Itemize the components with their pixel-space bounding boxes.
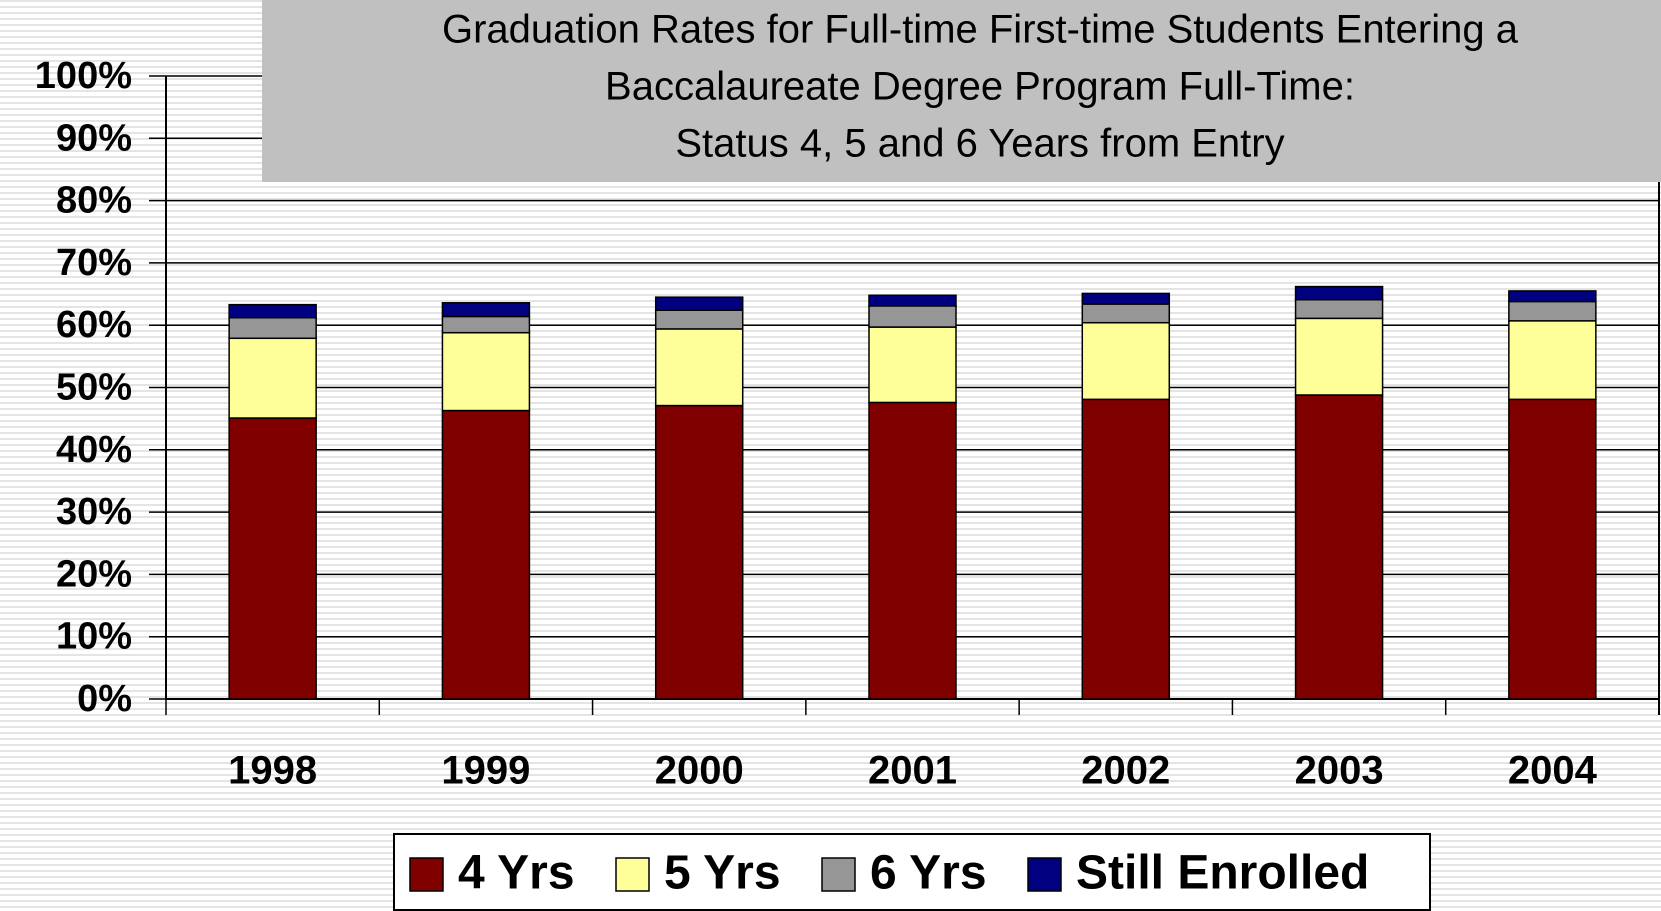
legend-swatch bbox=[615, 857, 650, 892]
y-tick-label: 30% bbox=[56, 491, 132, 533]
bar-segment bbox=[1294, 298, 1384, 320]
y-tick-label: 80% bbox=[56, 180, 132, 222]
bar-segment bbox=[1081, 292, 1171, 305]
legend-label: Still Enrolled bbox=[1076, 847, 1369, 900]
bar-segment bbox=[228, 303, 317, 319]
bar-segment bbox=[441, 331, 531, 412]
legend-swatch bbox=[821, 857, 856, 892]
bar-segment bbox=[228, 316, 317, 340]
bar-segment bbox=[1081, 321, 1171, 401]
y-tick-label: 40% bbox=[56, 429, 132, 471]
x-tick-label: 1999 bbox=[441, 749, 530, 793]
y-tick-label: 50% bbox=[56, 367, 132, 409]
bar-segment bbox=[1294, 394, 1384, 700]
chart-title: Status 4, 5 and 6 Years from Entry bbox=[675, 122, 1284, 166]
legend-label: 6 Yrs bbox=[870, 847, 987, 900]
y-tick-label: 100% bbox=[35, 55, 132, 97]
x-tick-label: 2004 bbox=[1508, 749, 1598, 793]
bar-segment bbox=[1081, 303, 1171, 324]
x-tick-label: 2001 bbox=[868, 749, 957, 793]
legend-swatch bbox=[409, 857, 444, 892]
bar-segment bbox=[654, 309, 744, 330]
legend-items: 4 Yrs 5 Yrs 6 Yrs Still Enrolled bbox=[409, 847, 1369, 900]
legend-label: 4 Yrs bbox=[458, 847, 575, 900]
bar-segment bbox=[441, 409, 531, 700]
bar-segment bbox=[1508, 300, 1597, 322]
bar-segment bbox=[441, 302, 531, 318]
bar-segment bbox=[1294, 317, 1384, 396]
y-tick-label: 10% bbox=[56, 616, 132, 658]
plot-area: 0% 10% 20% 30% 40% 50% 60% 70% 80% 90% 100% 1998 199… bbox=[35, 55, 1660, 793]
y-tick-label: 70% bbox=[56, 242, 132, 284]
bar-segment bbox=[1508, 320, 1597, 401]
legend-swatch bbox=[1027, 857, 1062, 892]
bar-segment bbox=[228, 337, 317, 419]
bar-segment bbox=[1508, 398, 1597, 700]
bar-segment bbox=[868, 305, 957, 328]
bar-segment bbox=[441, 315, 531, 334]
chart-title: Graduation Rates for Full-time First-tim… bbox=[442, 8, 1519, 52]
x-tick-label: 2003 bbox=[1295, 749, 1384, 793]
y-tick-label: 90% bbox=[56, 117, 132, 159]
bar-segment bbox=[868, 401, 957, 700]
bar-segment bbox=[868, 326, 957, 404]
bar-segment bbox=[1508, 290, 1597, 303]
bar-segment bbox=[228, 417, 317, 700]
title-box bbox=[262, 0, 1661, 182]
y-tick-label: 20% bbox=[56, 553, 132, 595]
x-tick-label: 1998 bbox=[228, 749, 317, 793]
bar-segment bbox=[1081, 398, 1171, 700]
y-tick-label: 60% bbox=[56, 304, 132, 346]
chart-title: Baccalaureate Degree Program Full-Time: bbox=[605, 65, 1355, 109]
legend bbox=[393, 833, 1431, 911]
y-tick-label: 0% bbox=[77, 678, 132, 720]
x-tick-label: 2002 bbox=[1081, 749, 1170, 793]
bar-segment bbox=[654, 296, 744, 311]
bar-segment bbox=[868, 294, 957, 307]
bar-segment bbox=[654, 404, 744, 700]
bar-segment bbox=[1294, 285, 1384, 301]
bar-segment bbox=[654, 328, 744, 407]
legend-label: 5 Yrs bbox=[664, 847, 781, 900]
x-tick-label: 2000 bbox=[655, 749, 744, 793]
